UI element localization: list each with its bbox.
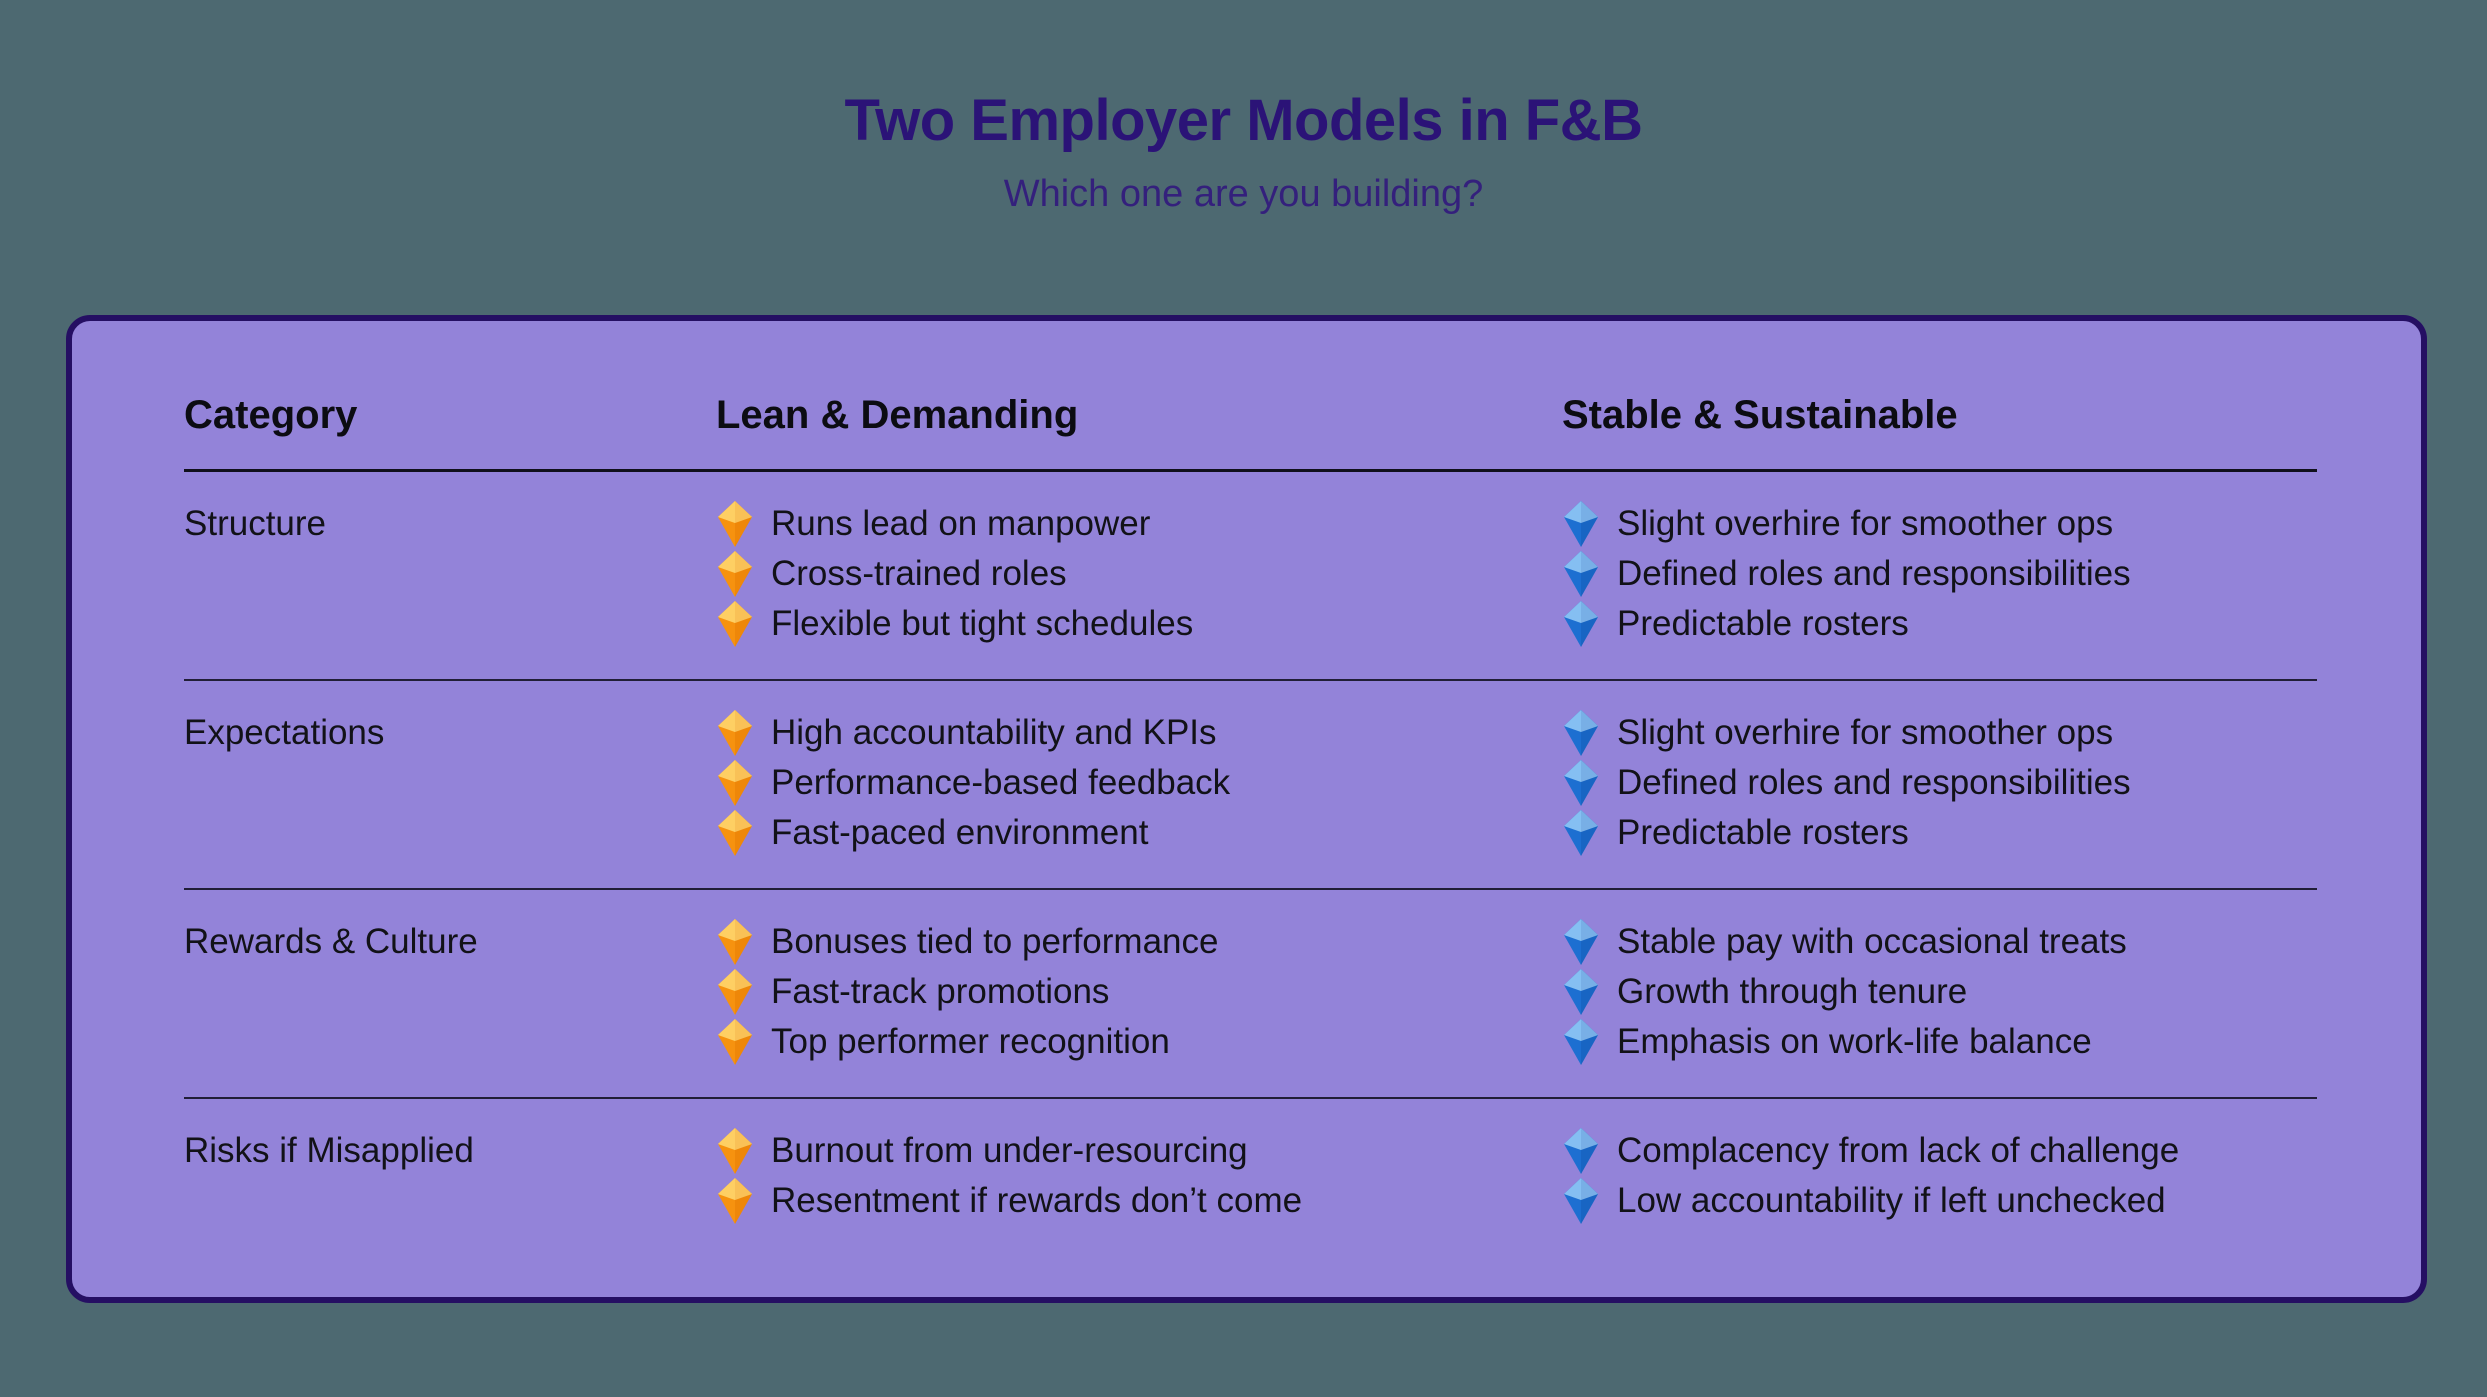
list-item: Bonuses tied to performance — [716, 917, 1562, 967]
list-item: Emphasis on work-life balance — [1562, 1017, 2317, 1067]
bullet-text: Slight overhire for smoother ops — [1617, 504, 2114, 543]
list-item: Defined roles and responsibilities — [1562, 549, 2317, 599]
bullet-text: High accountability and KPIs — [771, 713, 1217, 752]
bullet-text: Complacency from lack of challenge — [1617, 1131, 2180, 1170]
table-header-row: Category Lean & Demanding Stable & Susta… — [184, 321, 2317, 439]
list-item: Defined roles and responsibilities — [1562, 758, 2317, 808]
list-item: Predictable rosters — [1562, 599, 2317, 649]
list-item: Cross-trained roles — [716, 549, 1562, 599]
table-row-risks: Risks if Misapplied Burnout from under-r… — [184, 1097, 2317, 1256]
stable-bullet-list: Complacency from lack of challenge Low a… — [1562, 1126, 2317, 1226]
stable-bullet-list: Slight overhire for smoother ops Defined… — [1562, 499, 2317, 649]
bullet-text: Defined roles and responsibilities — [1617, 554, 2131, 593]
bullet-text: Flexible but tight schedules — [771, 604, 1194, 643]
column-header-category: Category — [184, 393, 358, 437]
page-subtitle: Which one are you building? — [1003, 173, 1484, 215]
orange-diamond-icon — [716, 709, 754, 757]
table-row-expectations: Expectations High accountability and KPI… — [184, 679, 2317, 888]
bullet-text: Low accountability if left unchecked — [1617, 1181, 2166, 1220]
blue-diamond-icon — [1562, 550, 1600, 598]
lean-bullet-list: Runs lead on manpower Cross-trained role… — [716, 499, 1562, 649]
blue-diamond-icon — [1562, 1177, 1600, 1225]
list-item: Low accountability if left unchecked — [1562, 1176, 2317, 1226]
column-header-stable: Stable & Sustainable — [1562, 393, 1958, 437]
blue-diamond-icon — [1562, 600, 1600, 648]
row-category-label: Structure — [184, 504, 326, 543]
bullet-text: Performance-based feedback — [771, 763, 1231, 802]
list-item: Slight overhire for smoother ops — [1562, 499, 2317, 549]
bullet-text: Emphasis on work-life balance — [1617, 1022, 2092, 1061]
page-title: Two Employer Models in F&B — [844, 88, 1643, 153]
orange-diamond-icon — [716, 500, 754, 548]
header-divider — [184, 469, 2317, 472]
orange-diamond-icon — [716, 809, 754, 857]
blue-diamond-icon — [1562, 500, 1600, 548]
stable-bullet-list: Stable pay with occasional treats Growth… — [1562, 917, 2317, 1067]
list-item: Stable pay with occasional treats — [1562, 917, 2317, 967]
bullet-text: Predictable rosters — [1617, 604, 1909, 643]
list-item: Predictable rosters — [1562, 808, 2317, 858]
row-category-label: Risks if Misapplied — [184, 1131, 474, 1170]
bullet-text: Bonuses tied to performance — [771, 922, 1219, 961]
bullet-text: Fast-paced environment — [771, 813, 1149, 852]
list-item: Flexible but tight schedules — [716, 599, 1562, 649]
list-item: Fast-paced environment — [716, 808, 1562, 858]
bullet-text: Top performer recognition — [771, 1022, 1170, 1061]
table-row-structure: Structure Runs lead on manpower Cross-tr… — [184, 472, 2317, 679]
column-header-lean: Lean & Demanding — [716, 393, 1079, 437]
list-item: Top performer recognition — [716, 1017, 1562, 1067]
orange-diamond-icon — [716, 1127, 754, 1175]
blue-diamond-icon — [1562, 968, 1600, 1016]
lean-bullet-list: High accountability and KPIs Performance… — [716, 708, 1562, 858]
bullet-text: Slight overhire for smoother ops — [1617, 713, 2114, 752]
orange-diamond-icon — [716, 1018, 754, 1066]
list-item: Complacency from lack of challenge — [1562, 1126, 2317, 1176]
list-item: Runs lead on manpower — [716, 499, 1562, 549]
list-item: Burnout from under-resourcing — [716, 1126, 1562, 1176]
bullet-text: Fast-track promotions — [771, 972, 1110, 1011]
list-item: High accountability and KPIs — [716, 708, 1562, 758]
orange-diamond-icon — [716, 550, 754, 598]
lean-bullet-list: Burnout from under-resourcing Resentment… — [716, 1126, 1562, 1226]
orange-diamond-icon — [716, 759, 754, 807]
list-item: Growth through tenure — [1562, 967, 2317, 1017]
list-item: Fast-track promotions — [716, 967, 1562, 1017]
bullet-text: Cross-trained roles — [771, 554, 1067, 593]
orange-diamond-icon — [716, 968, 754, 1016]
orange-diamond-icon — [716, 918, 754, 966]
bullet-text: Growth through tenure — [1617, 972, 1968, 1011]
blue-diamond-icon — [1562, 809, 1600, 857]
blue-diamond-icon — [1562, 759, 1600, 807]
list-item: Performance-based feedback — [716, 758, 1562, 808]
list-item: Resentment if rewards don’t come — [716, 1176, 1562, 1226]
blue-diamond-icon — [1562, 709, 1600, 757]
bullet-text: Predictable rosters — [1617, 813, 1909, 852]
row-category-label: Expectations — [184, 713, 385, 752]
stable-bullet-list: Slight overhire for smoother ops Defined… — [1562, 708, 2317, 858]
list-item: Slight overhire for smoother ops — [1562, 708, 2317, 758]
bullet-text: Burnout from under-resourcing — [771, 1131, 1248, 1170]
bullet-text: Runs lead on manpower — [771, 504, 1151, 543]
row-category-label: Rewards & Culture — [184, 922, 478, 961]
bullet-text: Resentment if rewards don’t come — [771, 1181, 1303, 1220]
blue-diamond-icon — [1562, 1127, 1600, 1175]
lean-bullet-list: Bonuses tied to performance Fast-track p… — [716, 917, 1562, 1067]
bullet-text: Defined roles and responsibilities — [1617, 763, 2131, 802]
comparison-card: Category Lean & Demanding Stable & Susta… — [66, 315, 2427, 1303]
heading-block: Two Employer Models in F&B Which one are… — [0, 86, 2487, 216]
table-row-rewards-culture: Rewards & Culture Bonuses tied to perfor… — [184, 888, 2317, 1097]
orange-diamond-icon — [716, 1177, 754, 1225]
blue-diamond-icon — [1562, 918, 1600, 966]
blue-diamond-icon — [1562, 1018, 1600, 1066]
bullet-text: Stable pay with occasional treats — [1617, 922, 2127, 961]
orange-diamond-icon — [716, 600, 754, 648]
